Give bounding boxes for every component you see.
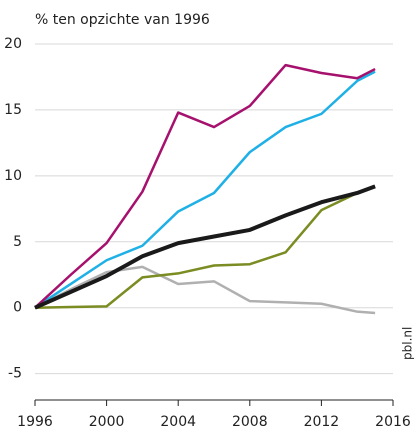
y-tick-label: 10	[4, 168, 22, 184]
series-line	[34, 63, 376, 309]
y-tick-label: 5	[13, 234, 22, 250]
series-line	[34, 184, 376, 310]
x-tick-label: 2004	[160, 414, 196, 430]
x-tick-label: 2008	[232, 414, 268, 430]
y-tick-label: 15	[4, 102, 22, 118]
y-tick-label: 20	[4, 36, 22, 52]
y-tick-label: -5	[8, 366, 22, 382]
x-tick-label: 1996	[17, 414, 53, 430]
x-tick-label: 2000	[89, 414, 125, 430]
chart-title: % ten opzichte van 1996	[35, 12, 210, 28]
y-tick-label: 0	[13, 300, 22, 316]
series-line	[34, 265, 376, 315]
series-line	[34, 70, 376, 309]
x-tick-label: 2016	[375, 414, 411, 430]
source: pbl.nl	[401, 327, 415, 360]
series-line	[34, 185, 376, 309]
x-tick-label: 2012	[304, 414, 340, 430]
